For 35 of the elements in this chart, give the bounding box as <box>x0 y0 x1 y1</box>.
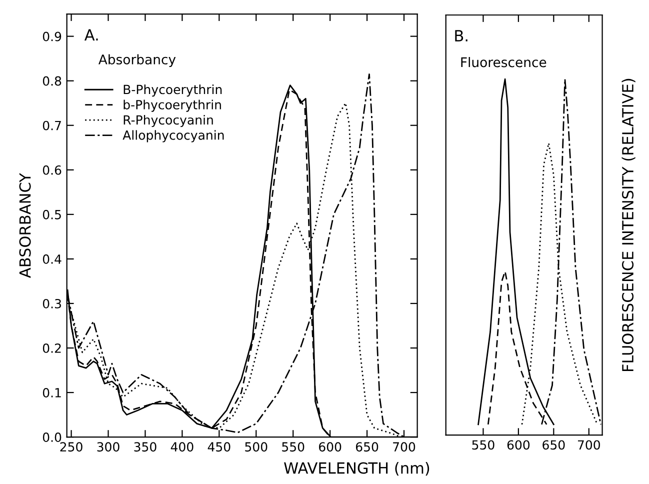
y-axis-title: FLUORESCENCE INTENSITY (RELATIVE) <box>622 78 636 372</box>
x-tick-label: 350 <box>134 442 156 452</box>
y-tick-label: 0.4 <box>42 254 62 264</box>
y-tick-label: 0.1 <box>42 388 61 398</box>
x-tick-label: 450 <box>208 442 230 452</box>
y-tick-label: 0.6 <box>42 165 62 175</box>
x-axis-title: WAVELENGTH (nm) <box>284 462 430 476</box>
text: Absorbancy <box>98 54 176 67</box>
x-tick-label: 700 <box>578 440 600 450</box>
y-tick-label: 0.2 <box>42 343 61 353</box>
y-axis-title: ABSORBANCY <box>19 172 31 278</box>
x-tick-label: 650 <box>356 442 378 452</box>
x-tick-label: 600 <box>319 442 342 452</box>
y-tick-label: 0.9 <box>42 32 62 42</box>
legend-label: Allophycocyanin <box>122 130 224 142</box>
x-tick-label: 550 <box>472 440 494 450</box>
y-tick-label: 0.0 <box>42 432 62 442</box>
chart-subtitle: Fluorescence <box>461 57 546 68</box>
x-tick-label: 700 <box>393 442 416 452</box>
y-tick-label: 0.7 <box>42 120 61 130</box>
x-tick-label: 500 <box>245 442 268 452</box>
legend-label: b-Phycoerythrin <box>124 100 221 112</box>
x-tick-label: 550 <box>282 442 304 452</box>
legend-label: R-Phycocyanin <box>124 114 213 128</box>
legend-label: B-Phycoerythrin <box>124 84 222 97</box>
chart-title: B. <box>455 30 468 42</box>
x-tick-label: 300 <box>97 442 120 452</box>
x-tick-label: 650 <box>542 440 565 450</box>
y-tick-label: 0.5 <box>42 210 61 220</box>
x-tick-label: 250 <box>60 442 82 452</box>
y-tick-label: 0.3 <box>42 298 61 308</box>
x-tick-label: 400 <box>170 442 194 452</box>
y-tick-label: 0.8 <box>42 76 62 86</box>
text: A. <box>84 29 98 40</box>
x-tick-label: 600 <box>507 440 530 450</box>
